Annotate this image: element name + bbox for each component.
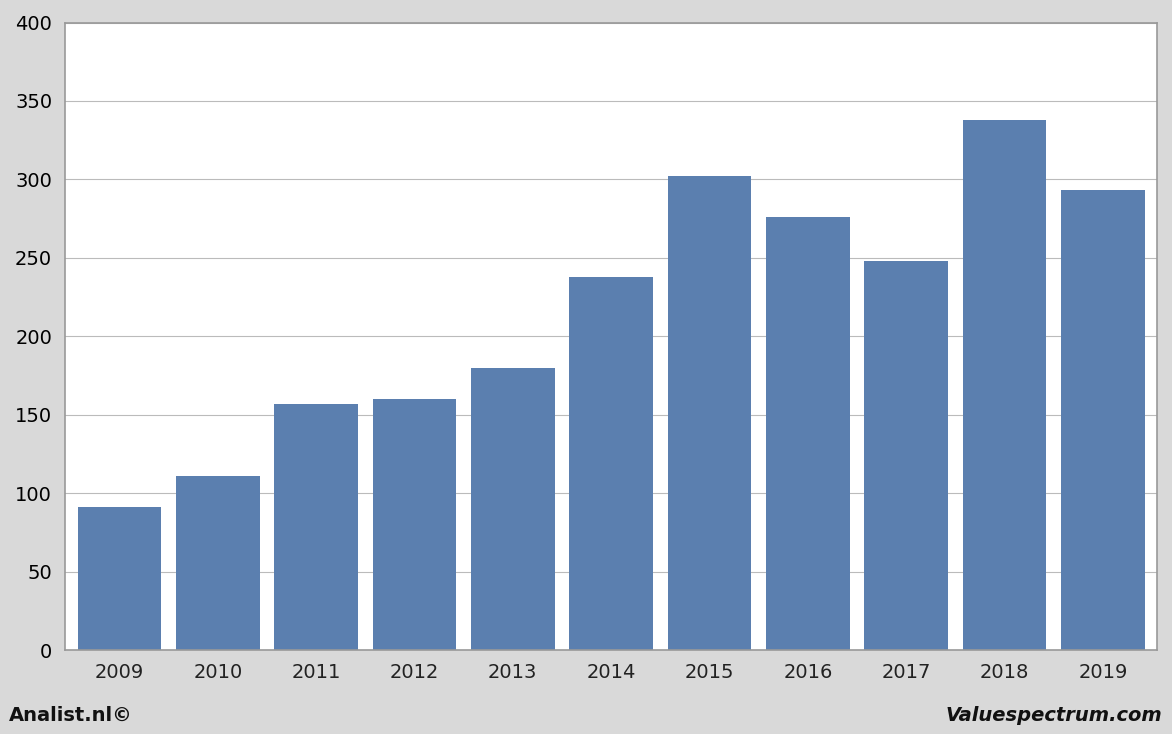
Bar: [668, 176, 751, 650]
Bar: [570, 277, 653, 650]
Bar: [373, 399, 456, 650]
Bar: [865, 261, 948, 650]
Bar: [274, 404, 357, 650]
Text: Analist.nl©: Analist.nl©: [9, 706, 134, 725]
Bar: [77, 507, 162, 650]
Bar: [962, 120, 1047, 650]
Bar: [176, 476, 259, 650]
Text: Valuespectrum.com: Valuespectrum.com: [946, 706, 1163, 725]
Bar: [766, 217, 850, 650]
Bar: [471, 368, 554, 650]
Bar: [1061, 190, 1145, 650]
